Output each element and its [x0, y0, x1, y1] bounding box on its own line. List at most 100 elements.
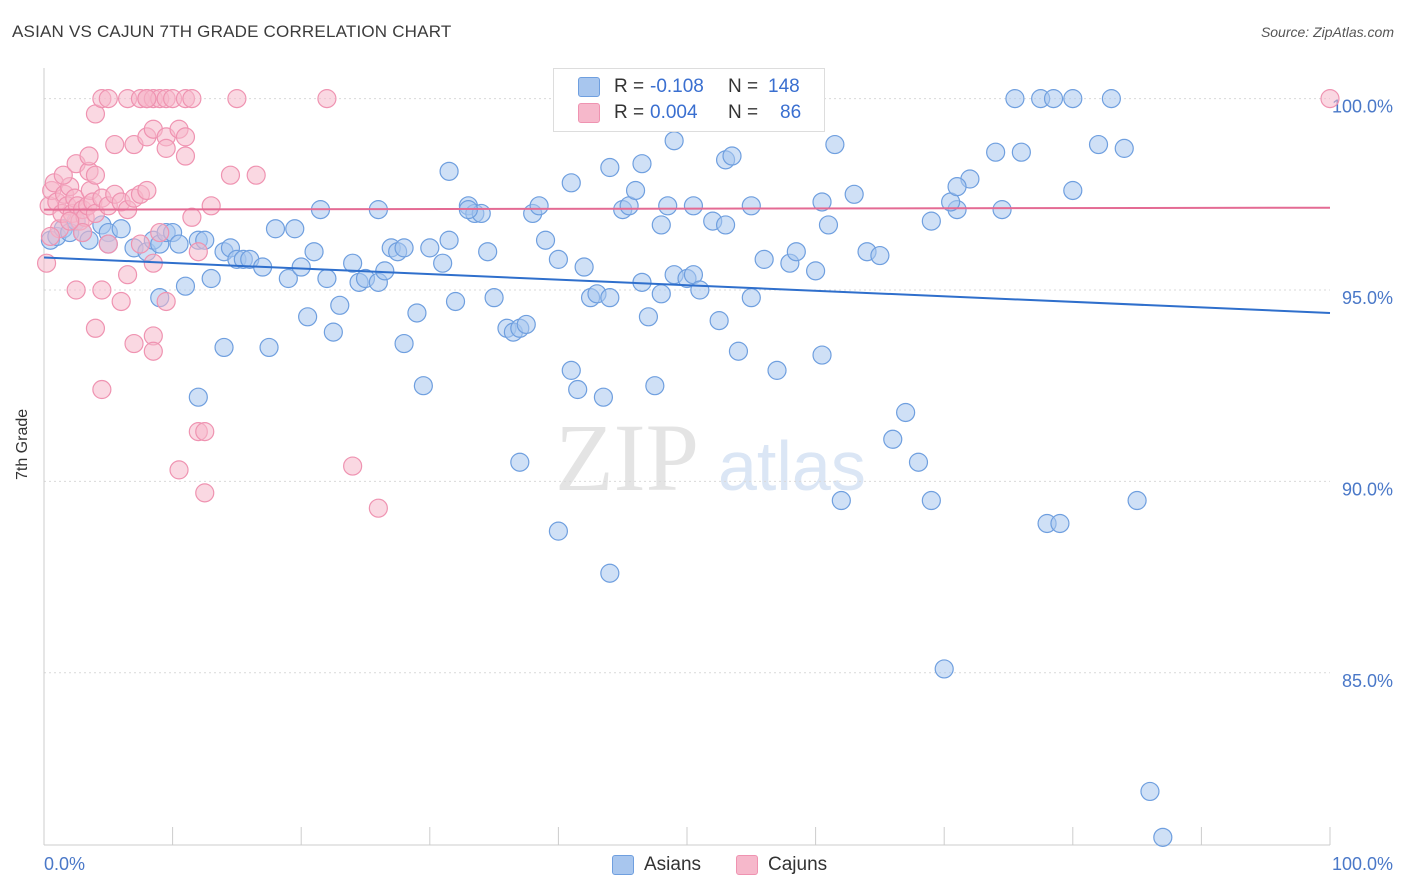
asian-point — [343, 253, 363, 273]
cajun-point — [368, 498, 388, 518]
cajun-point — [195, 422, 215, 442]
asian-point — [683, 196, 704, 216]
cajun-point — [92, 379, 112, 400]
asian-point — [188, 387, 208, 407]
asian-point — [709, 311, 729, 331]
cajun-point — [143, 341, 163, 361]
asian-point — [722, 146, 742, 166]
cajun-point — [85, 318, 106, 338]
cajun-point — [105, 134, 125, 155]
asian-point — [805, 261, 826, 281]
asian-point — [445, 291, 466, 312]
cajun-point — [40, 226, 61, 247]
asian-point — [394, 238, 414, 258]
asian-point — [1101, 89, 1121, 109]
asian-point — [574, 257, 594, 277]
asian-point — [568, 379, 588, 400]
cajun-point — [220, 165, 241, 185]
r-value: 0.004 — [650, 102, 698, 123]
asian-point — [1088, 134, 1109, 155]
asian-point — [947, 177, 967, 197]
asian-point — [561, 360, 581, 380]
asian-point — [921, 211, 941, 231]
asian-point — [1043, 89, 1064, 109]
cajun-point — [150, 222, 170, 243]
asian-point — [1114, 138, 1134, 158]
cajuns-swatch — [578, 103, 600, 123]
cajun-point — [175, 146, 196, 166]
cajun-point — [195, 483, 215, 503]
asian-point — [169, 234, 189, 254]
asian-point — [439, 230, 459, 250]
asian-point — [992, 200, 1012, 220]
asian-point — [1063, 180, 1083, 201]
asian-point — [600, 157, 620, 178]
asian-point — [278, 268, 298, 289]
asian-point — [1050, 513, 1070, 534]
asian-point — [870, 245, 890, 266]
asian-point — [651, 215, 671, 235]
stats-legend: R = -0.108 N = 148 R = 0.004 N = 86 — [553, 68, 825, 132]
asian-point — [986, 142, 1006, 162]
asian-point — [317, 268, 337, 289]
asian-point — [690, 280, 710, 300]
asian-point — [934, 659, 954, 679]
cajun-point — [201, 196, 221, 216]
asian-point — [265, 219, 286, 239]
asian-point — [715, 215, 736, 235]
asian-point — [285, 219, 305, 239]
asian-point — [1063, 89, 1083, 109]
y-tick-label: 100.0% — [1332, 97, 1393, 117]
cajun-point — [72, 222, 93, 243]
asian-point — [645, 376, 665, 396]
cajun-point — [175, 127, 196, 147]
cajun-point — [98, 89, 118, 109]
asian-point — [831, 490, 851, 511]
x-tick-label-right: 100.0% — [1332, 854, 1393, 874]
asian-point — [298, 307, 318, 327]
asian-point — [323, 322, 343, 342]
r-label: R = — [614, 76, 645, 97]
asian-point — [111, 219, 131, 239]
asian-point — [600, 563, 620, 583]
asians-legend-swatch — [612, 855, 634, 875]
asian-point — [844, 184, 864, 204]
n-value: 148 — [768, 76, 800, 97]
cajuns-legend-swatch — [736, 855, 758, 875]
asian-point — [1011, 142, 1031, 162]
asian-point — [638, 307, 659, 327]
asian-point — [535, 230, 556, 250]
asian-point — [529, 196, 549, 216]
asians-swatch — [578, 77, 600, 97]
cajuns-trend-line — [43, 206, 1331, 211]
asian-point — [593, 387, 614, 407]
asian-point — [812, 192, 832, 212]
asians-trend-line — [43, 256, 1331, 314]
asian-point — [883, 429, 903, 449]
source-label: Source: ZipAtlas.com — [1260, 24, 1394, 40]
n-label: N = — [728, 102, 759, 123]
cajun-point — [66, 280, 86, 300]
cajun-point — [1320, 89, 1340, 109]
asian-point — [484, 288, 504, 308]
y-tick-label: 90.0% — [1342, 479, 1393, 499]
cajun-point — [124, 333, 144, 354]
y-tick-label: 85.0% — [1342, 671, 1393, 691]
asian-point — [548, 249, 569, 269]
asian-point — [658, 196, 678, 216]
asian-point — [632, 154, 652, 174]
asian-point — [651, 284, 671, 304]
asian-point — [407, 303, 427, 323]
asian-point — [433, 253, 453, 273]
r-label: R = — [614, 102, 645, 123]
n-value: 86 — [780, 102, 802, 123]
cajun-point — [137, 180, 157, 201]
asian-point — [754, 249, 774, 269]
asian-point — [439, 161, 459, 181]
cajun-point — [182, 89, 202, 109]
asian-point — [413, 376, 433, 396]
cajuns-legend-label: Cajuns — [768, 854, 828, 875]
chart-title: ASIAN VS CAJUN 7TH GRADE CORRELATION CHA… — [12, 22, 452, 41]
cajun-point — [117, 265, 138, 285]
asian-point — [330, 295, 350, 315]
